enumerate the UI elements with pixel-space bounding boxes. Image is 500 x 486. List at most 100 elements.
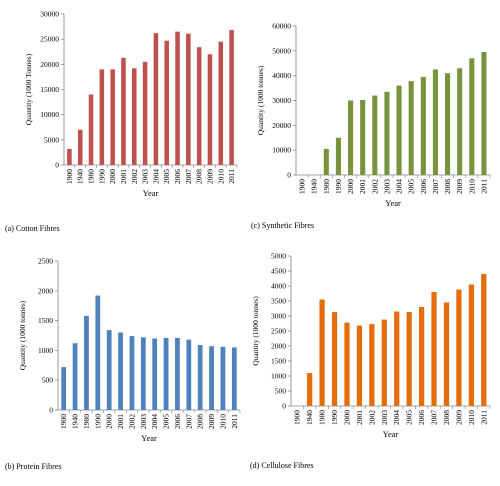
bar-1990 <box>99 69 105 165</box>
caption-cellulose: (d) Cellulose Fibres <box>250 461 314 470</box>
x-tick-label: 2006 <box>419 179 428 194</box>
x-tick-label: 2008 <box>195 169 204 184</box>
bar-2005 <box>408 81 414 175</box>
bar-2002 <box>129 336 135 410</box>
x-axis-title: Year <box>383 429 399 439</box>
x-tick-label: 1900 <box>59 414 68 429</box>
caption-cotton: (a) Cotton Fibres <box>5 224 60 233</box>
bar-2009 <box>209 346 214 410</box>
x-tick-label: 2010 <box>467 410 476 425</box>
x-tick-label: 1980 <box>322 179 331 194</box>
y-tick-label: 4500 <box>271 267 286 276</box>
x-tick-label: 2008 <box>196 414 205 429</box>
bar-2011 <box>229 30 234 166</box>
y-tick-label: 2500 <box>38 257 53 266</box>
y-tick-label: 3500 <box>271 297 286 306</box>
bar-2003 <box>142 61 148 165</box>
x-tick-label: 2002 <box>130 169 139 184</box>
bar-2010 <box>469 58 475 175</box>
bar-2011 <box>481 274 487 406</box>
bar-1990 <box>331 312 338 406</box>
x-tick-label: 2005 <box>407 179 416 194</box>
x-tick-label: 2010 <box>218 414 227 429</box>
bar-2007 <box>186 33 191 165</box>
x-tick-label: 2004 <box>151 169 160 184</box>
x-axis-title: Year <box>385 198 401 208</box>
bar-2001 <box>121 57 126 165</box>
bar-1940 <box>72 343 78 410</box>
x-tick-label: 2003 <box>139 414 148 429</box>
x-tick-label: 2006 <box>173 169 182 184</box>
bar-2000 <box>348 100 354 175</box>
bar-2003 <box>381 319 387 406</box>
y-tick-label: 2000 <box>38 286 53 295</box>
bar-2002 <box>372 95 378 175</box>
bar-2000 <box>106 330 112 410</box>
y-axis-title: Quantity (1000 Tonnes) <box>24 53 33 125</box>
x-tick-label: 2001 <box>116 414 125 429</box>
bar-2005 <box>163 337 169 410</box>
x-tick-label: 1990 <box>334 179 343 194</box>
x-tick-label: 2007 <box>184 414 193 429</box>
x-tick-label: 1990 <box>97 169 106 184</box>
x-tick-label: 2008 <box>442 410 451 425</box>
bar-2009 <box>207 54 213 166</box>
x-tick-label: 2011 <box>479 179 488 194</box>
bar-2004 <box>394 311 400 406</box>
bar-1980 <box>319 299 325 406</box>
y-tick-label: 4000 <box>271 282 286 291</box>
x-tick-label: 2002 <box>370 179 379 194</box>
bar-2011 <box>481 52 487 176</box>
x-tick-label: 2007 <box>430 410 439 425</box>
chart-d: 0 500 1000 1500 2000 2500 3000 3500 4000 4500 5000… <box>251 252 491 439</box>
x-tick-label: 1940 <box>71 414 80 429</box>
bar-2000 <box>110 69 115 165</box>
x-tick-label: 2006 <box>173 414 182 429</box>
bar-2010 <box>220 346 226 410</box>
y-tick-label: 2500 <box>271 327 286 336</box>
bar-1900 <box>61 367 67 410</box>
x-tick-label: 2001 <box>119 169 128 184</box>
x-tick-label: 2009 <box>455 179 464 194</box>
x-tick-label: 1940 <box>305 410 314 425</box>
y-tick-label: 60000 <box>272 22 291 31</box>
x-tick-label: 2009 <box>454 410 463 425</box>
x-tick-label: 2003 <box>380 410 389 425</box>
y-tick-label: 0 <box>55 161 59 170</box>
y-tick-label: 500 <box>275 387 287 396</box>
bar-2001 <box>360 100 366 175</box>
y-tick-label: 25000 <box>40 35 59 44</box>
x-tick-label: 1940 <box>310 179 319 194</box>
y-tick-label: 5000 <box>44 135 59 144</box>
y-tick-label: 20000 <box>272 121 291 130</box>
x-tick-label: 2010 <box>216 169 225 184</box>
y-tick-label: 10000 <box>272 146 291 155</box>
x-tick-label: 2001 <box>358 179 367 194</box>
bar-2002 <box>132 68 137 165</box>
x-tick-label: 2000 <box>342 410 351 425</box>
bar-2001 <box>118 332 123 410</box>
y-tick-label: 30000 <box>40 10 59 19</box>
x-tick-label: 2003 <box>382 179 391 194</box>
y-tick-label: 30000 <box>272 96 291 105</box>
x-tick-label: 2005 <box>162 414 171 429</box>
x-tick-label: 1990 <box>93 414 102 429</box>
y-tick-label: 1500 <box>38 316 53 325</box>
y-tick-label: 2000 <box>271 342 286 351</box>
bar-1990 <box>95 295 101 410</box>
bar-1980 <box>88 94 94 165</box>
x-tick-label: 2011 <box>230 414 239 429</box>
x-tick-label: 2004 <box>150 414 159 429</box>
x-tick-label: 1980 <box>82 414 91 429</box>
bar-2006 <box>175 337 180 410</box>
x-tick-label: 1940 <box>76 169 85 184</box>
bar-2001 <box>356 325 363 406</box>
x-tick-label: 2002 <box>127 414 136 429</box>
bar-2008 <box>196 47 202 165</box>
bar-2003 <box>384 91 390 175</box>
bar-2009 <box>457 68 463 175</box>
bar-2011 <box>231 347 237 410</box>
